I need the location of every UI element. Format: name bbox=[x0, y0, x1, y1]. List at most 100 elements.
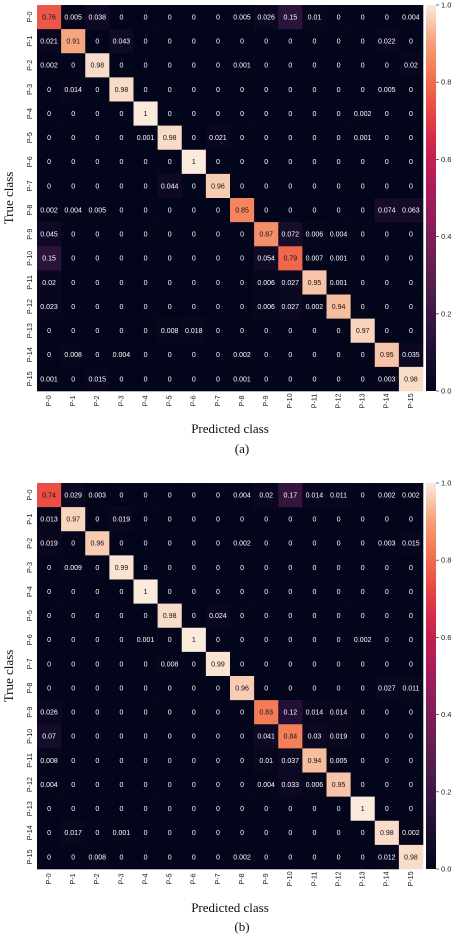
heatmap-cell bbox=[302, 627, 327, 653]
heatmap-cell bbox=[85, 796, 110, 822]
heatmap-cell bbox=[109, 748, 134, 773]
heatmap-cell bbox=[302, 198, 327, 223]
cell-value-label: 0 bbox=[288, 39, 292, 46]
heatmap-cell bbox=[181, 531, 207, 556]
heatmap-cell bbox=[374, 246, 400, 271]
heatmap-cell bbox=[205, 270, 231, 295]
heatmap-cell bbox=[302, 246, 327, 271]
heatmap-cell bbox=[109, 820, 134, 846]
cell-value-label: 0 bbox=[47, 135, 51, 142]
cell-value-label: 0 bbox=[144, 806, 148, 813]
heatmap-cell bbox=[278, 53, 303, 78]
heatmap-cell bbox=[61, 555, 86, 580]
heatmap-cell bbox=[326, 772, 351, 797]
heatmap-cell bbox=[278, 5, 303, 30]
cell-value-label: 0.037 bbox=[282, 758, 300, 765]
heatmap-cell bbox=[61, 222, 86, 247]
y-tick-label: P-6 bbox=[25, 156, 34, 167]
cell-value-label: 0 bbox=[95, 565, 99, 572]
cell-value-label: 0 bbox=[47, 685, 51, 692]
heatmap-cell bbox=[326, 318, 351, 344]
y-tick-label: P-14 bbox=[25, 347, 34, 362]
heatmap-cell bbox=[85, 555, 110, 580]
heatmap-cell bbox=[61, 724, 86, 749]
heatmap-cell bbox=[205, 507, 231, 532]
cell-value-label: 0 bbox=[168, 685, 172, 692]
cell-value-label: 0 bbox=[240, 232, 244, 239]
heatmap-cell bbox=[181, 844, 207, 870]
cell-value-label: 0 bbox=[337, 328, 341, 335]
cell-value-label: 0 bbox=[71, 734, 75, 741]
heatmap-cell bbox=[133, 101, 158, 126]
heatmap-cell bbox=[109, 603, 134, 629]
heatmap-cell bbox=[278, 844, 303, 870]
heatmap-cell bbox=[398, 5, 424, 30]
cell-value-label: 0 bbox=[240, 517, 244, 524]
cell-value-label: 0 bbox=[409, 39, 413, 46]
cell-value-label: 0.004 bbox=[40, 782, 58, 789]
heatmap-cell bbox=[326, 77, 351, 102]
cell-value-label: 0 bbox=[144, 87, 148, 94]
heatmap-cell bbox=[37, 198, 62, 223]
cell-value-label: 0.002 bbox=[378, 492, 396, 499]
cell-value-label: 0.022 bbox=[378, 39, 396, 46]
cell-value-label: 0.002 bbox=[354, 111, 372, 118]
cell-value-label: 0.027 bbox=[282, 304, 300, 311]
cell-value-label: 0.07 bbox=[42, 734, 56, 741]
cell-value-label: 0 bbox=[144, 830, 148, 837]
cell-value-label: 0 bbox=[337, 39, 341, 46]
cell-value-label: 0 bbox=[144, 256, 148, 263]
cell-value-label: 0 bbox=[264, 87, 268, 94]
cell-value-label: 0 bbox=[264, 328, 268, 335]
cell-value-label: 0 bbox=[337, 352, 341, 359]
cell-value-label: 0.021 bbox=[40, 39, 58, 46]
colorbar-tick-label: 0.6 bbox=[441, 155, 451, 164]
cell-value-label: 0.041 bbox=[257, 734, 275, 741]
heatmap-cell bbox=[109, 844, 134, 870]
heatmap-cell bbox=[254, 246, 279, 271]
cell-value-label: 0.074 bbox=[378, 207, 396, 214]
heatmap-cell bbox=[133, 270, 158, 295]
heatmap-cell bbox=[278, 483, 303, 508]
cell-value-label: 0 bbox=[240, 304, 244, 311]
heatmap-cell bbox=[37, 651, 62, 677]
cell-value-label: 0.001 bbox=[113, 830, 131, 837]
cell-value-label: 0 bbox=[312, 806, 316, 813]
cell-value-label: 0 bbox=[361, 14, 365, 21]
cell-value-label: 0 bbox=[216, 304, 220, 311]
heatmap-cell bbox=[133, 700, 158, 725]
cell-value-label: 0.019 bbox=[40, 541, 58, 548]
heatmap-cell bbox=[398, 101, 424, 126]
heatmap-cell bbox=[181, 555, 207, 580]
cell-value-label: 0 bbox=[240, 565, 244, 572]
cell-value-label: 0 bbox=[95, 256, 99, 263]
cell-value-label: 0 bbox=[216, 589, 220, 596]
colorbar-tick-label: 0.4 bbox=[441, 710, 451, 719]
heatmap-cell bbox=[350, 173, 376, 199]
cell-value-label: 0 bbox=[192, 830, 196, 837]
cell-value-label: 0 bbox=[119, 492, 123, 499]
heatmap-cell bbox=[326, 651, 351, 677]
cell-value-label: 0 bbox=[144, 352, 148, 359]
cell-value-label: 0 bbox=[71, 854, 75, 861]
heatmap-cell bbox=[254, 222, 279, 247]
x-tick-label: P-6 bbox=[189, 873, 198, 884]
heatmap-cell bbox=[302, 820, 327, 846]
heatmap-cell bbox=[133, 246, 158, 271]
heatmap-cell bbox=[133, 149, 158, 175]
heatmap-cell bbox=[181, 603, 207, 629]
cell-value-label: 0 bbox=[95, 87, 99, 94]
heatmap-cell bbox=[278, 507, 303, 532]
cell-value-label: 0 bbox=[95, 830, 99, 837]
heatmap-cell bbox=[205, 483, 231, 508]
cell-value-label: 0 bbox=[168, 63, 172, 70]
heatmap-cell bbox=[85, 700, 110, 725]
cell-value-label: 0 bbox=[361, 63, 365, 70]
cell-value-label: 0.99 bbox=[115, 565, 129, 572]
colorbar-tick-label: 0.2 bbox=[441, 309, 451, 318]
heatmap-cell bbox=[254, 198, 279, 223]
heatmap-cell bbox=[157, 222, 183, 247]
heatmap-cell bbox=[181, 29, 207, 54]
heatmap-cell bbox=[398, 579, 424, 604]
heatmap-cell bbox=[326, 198, 351, 223]
